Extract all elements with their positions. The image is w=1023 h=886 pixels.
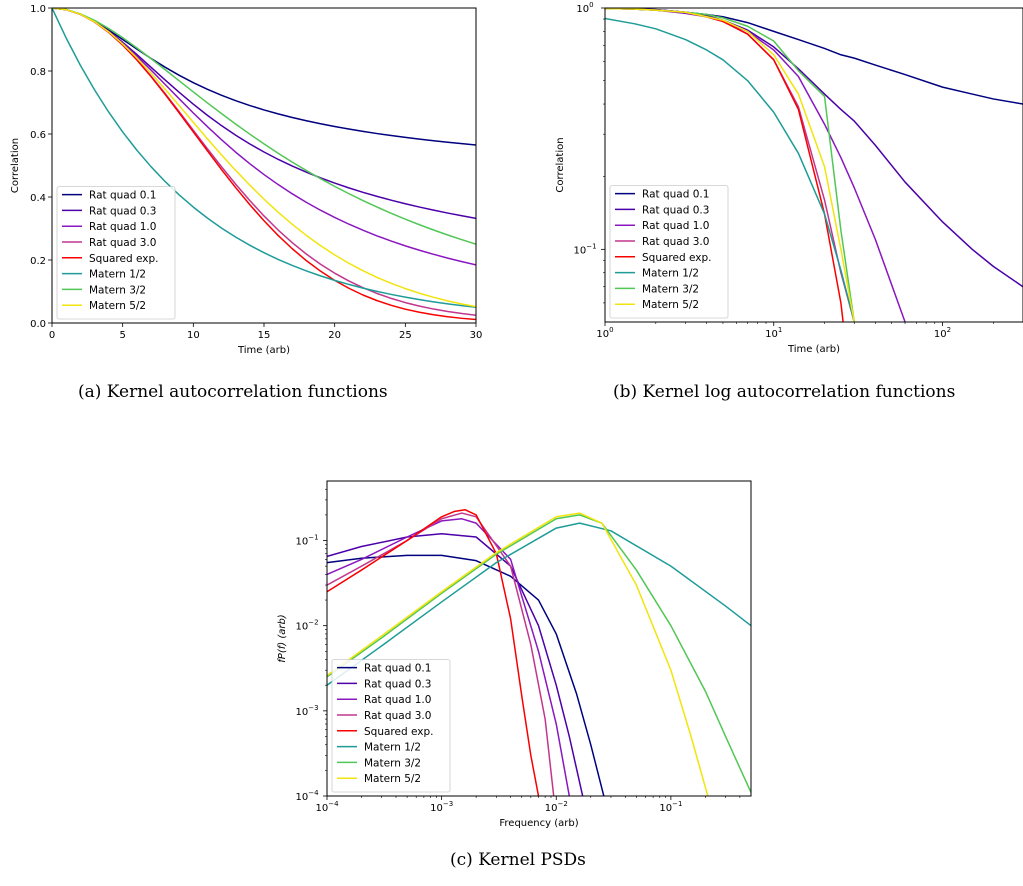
y-tick-label: 0.8 <box>30 67 46 78</box>
series-line-7 <box>52 8 476 245</box>
plot-frame <box>326 480 752 797</box>
legend-label-1: Rat quad 0.1 <box>89 190 156 202</box>
series-line-6 <box>327 522 751 686</box>
series-line-8 <box>327 512 709 796</box>
series-group <box>52 8 476 321</box>
x-tick-label: 15 <box>258 330 271 341</box>
y-axis-label: fP(f) (arb) <box>277 614 288 662</box>
legend-label-6: Matern 1/2 <box>642 268 699 280</box>
legend-label-2: Rat quad 0.3 <box>89 205 156 217</box>
series-line-2 <box>327 533 584 796</box>
y-tick-label: 10−2 <box>295 619 318 633</box>
series-line-1 <box>605 8 1023 105</box>
series-line-1 <box>52 8 476 146</box>
legend-label-2: Rat quad 0.3 <box>364 678 431 690</box>
legend: Rat quad 0.1 Rat quad 0.3 Rat quad 1.0 Rat … <box>56 186 176 320</box>
legend-label-7: Matern 3/2 <box>89 284 146 296</box>
legend-label-8: Matern 5/2 <box>642 299 699 311</box>
panel-b: 100 101 102 10−1 100 Time (arb) Correlation Rat… <box>555 1 1023 355</box>
series-line-8 <box>605 8 855 322</box>
x-tick-label: 10−4 <box>315 800 339 814</box>
series-line-8 <box>52 8 476 308</box>
panel-c: 10−4 10−3 10−2 10−1 10−4 10−3 10−2 10−1 Frequenc… <box>277 480 752 829</box>
legend-box <box>609 185 729 319</box>
legend: Rat quad 0.1 Rat quad 0.3 Rat quad 1.0 Rat … <box>331 659 451 793</box>
series-line-1 <box>327 554 605 796</box>
legend-label-4: Rat quad 3.0 <box>89 237 156 249</box>
legend-label-5: Squared exp. <box>364 726 433 738</box>
y-tick-label: 10−1 <box>295 534 318 548</box>
x-tick-label: 100 <box>596 326 613 340</box>
legend-box <box>56 186 176 320</box>
legend-label-4: Rat quad 3.0 <box>364 710 431 722</box>
caption-c: (c) Kernel PSDs <box>450 850 586 870</box>
x-tick-label: 25 <box>399 330 412 341</box>
legend-label-4: Rat quad 3.0 <box>642 236 709 248</box>
x-tick-label: 5 <box>119 330 125 341</box>
x-tick-label: 30 <box>470 330 483 341</box>
x-axis-label: Time (arb) <box>237 345 290 356</box>
caption-b: (b) Kernel log autocorrelation functions <box>613 382 956 402</box>
x-tick-label: 10 <box>187 330 200 341</box>
y-tick-label: 100 <box>576 1 593 15</box>
x-tick-label: 0 <box>49 330 55 341</box>
plot-frame <box>604 7 1023 323</box>
y-tick-label: 10−1 <box>573 242 596 256</box>
legend-box <box>331 659 451 793</box>
x-tick-label: 10−2 <box>545 800 568 814</box>
caption-a: (a) Kernel autocorrelation functions <box>78 382 388 402</box>
y-tick-label: 1.0 <box>30 4 46 15</box>
x-tick-label: 102 <box>934 326 951 340</box>
series-line-4 <box>327 512 555 796</box>
legend-label-1: Rat quad 0.1 <box>642 189 709 201</box>
x-axis-label: Frequency (arb) <box>499 818 578 829</box>
y-tick-label: 0.6 <box>30 130 46 141</box>
legend-label-3: Rat quad 1.0 <box>364 694 431 706</box>
series-line-5 <box>327 508 540 796</box>
y-tick-label: 0.2 <box>30 256 46 267</box>
series-line-6 <box>605 17 855 322</box>
legend-label-6: Matern 1/2 <box>364 742 421 754</box>
legend-label-8: Matern 5/2 <box>364 773 421 785</box>
y-tick-label: 10−3 <box>295 704 318 718</box>
x-tick-label: 10−3 <box>430 800 453 814</box>
x-tick-label: 10−1 <box>659 800 682 814</box>
y-axis-label: Correlation <box>555 137 566 192</box>
x-tick-label: 101 <box>765 326 782 340</box>
series-line-6 <box>52 8 476 309</box>
series-line-3 <box>327 518 571 796</box>
legend-label-2: Rat quad 0.3 <box>642 204 709 216</box>
y-tick-label: 0.0 <box>30 319 46 330</box>
series-group <box>605 8 1023 322</box>
series-line-7 <box>327 514 751 793</box>
legend-label-7: Matern 3/2 <box>642 283 699 295</box>
legend-label-8: Matern 5/2 <box>89 300 146 312</box>
legend-label-5: Squared exp. <box>642 252 711 264</box>
legend-label-6: Matern 1/2 <box>89 269 146 281</box>
legend: Rat quad 0.1 Rat quad 0.3 Rat quad 1.0 Rat … <box>609 185 729 319</box>
series-line-5 <box>52 8 476 321</box>
y-tick-label: 10−4 <box>295 789 319 803</box>
y-tick-label: 0.4 <box>30 193 46 204</box>
legend-label-5: Squared exp. <box>89 253 158 265</box>
legend-label-1: Rat quad 0.1 <box>364 663 431 675</box>
legend-label-3: Rat quad 1.0 <box>642 220 709 232</box>
x-axis-label: Time (arb) <box>787 344 840 355</box>
legend-label-3: Rat quad 1.0 <box>89 221 156 233</box>
y-axis-label: Correlation <box>10 138 21 193</box>
legend-label-7: Matern 3/2 <box>364 757 421 769</box>
x-tick-label: 20 <box>328 330 341 341</box>
series-group <box>327 508 751 796</box>
panel-a: 0 5 10 15 20 25 30 0.0 0.2 0.4 0.6 0.8 1.0 Time (arb)… <box>10 4 482 356</box>
